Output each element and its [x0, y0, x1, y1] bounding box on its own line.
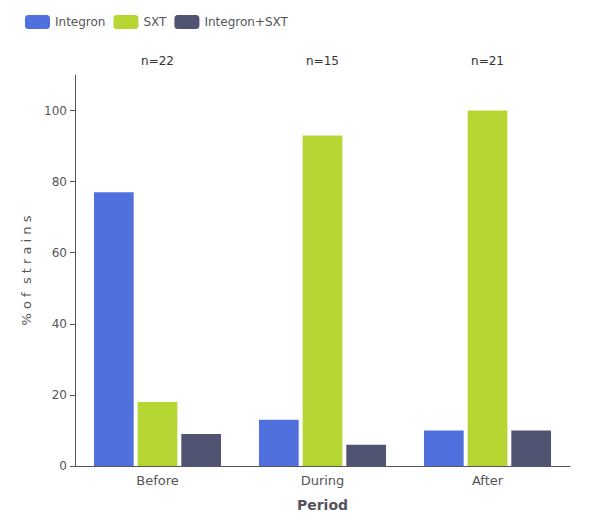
svg-text:Integron+SXT: Integron+SXT: [204, 15, 288, 29]
svg-text:80: 80: [52, 175, 67, 189]
svg-text:n=22: n=22: [141, 54, 174, 68]
svg-text:100: 100: [44, 104, 67, 118]
svg-text:After: After: [472, 473, 504, 488]
svg-text:20: 20: [52, 388, 67, 402]
svg-text:% o f s t r a i n s: % o f s t r a i n s: [19, 215, 34, 325]
svg-text:SXT: SXT: [143, 15, 167, 29]
svg-text:Integron: Integron: [55, 15, 105, 29]
svg-text:n=21: n=21: [471, 54, 504, 68]
svg-text:0: 0: [59, 459, 67, 473]
svg-text:n=15: n=15: [306, 54, 339, 68]
svg-text:60: 60: [52, 246, 67, 260]
svg-text:Before: Before: [136, 473, 179, 488]
svg-text:During: During: [301, 473, 345, 488]
svg-text:Period: Period: [297, 497, 348, 513]
svg-text:40: 40: [52, 317, 67, 331]
